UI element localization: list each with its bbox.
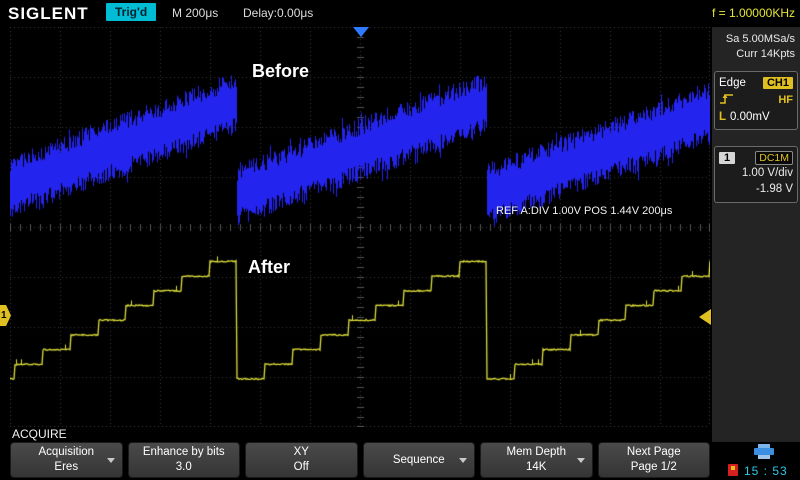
- trigger-coupling-label: HF: [778, 94, 793, 107]
- dropdown-arrow-icon: [459, 458, 467, 463]
- channel1-position-marker-icon: 1: [0, 305, 11, 326]
- dropdown-arrow-icon: [106, 458, 115, 463]
- printer-icon[interactable]: [754, 444, 774, 459]
- waveform-screen: Before After REF A:DIV 1.00V POS 1.44V 2…: [10, 27, 710, 427]
- channel-number-badge: 1: [719, 152, 736, 165]
- trigger-info-panel: Edge CH1 HF L 0.00mV: [714, 70, 798, 130]
- right-info-sidebar: Sa 5.00MSa/s Curr 14Kpts Edge CH1 HF L 0.…: [712, 27, 800, 442]
- channel-offset-readout: -1.98 V: [755, 182, 793, 195]
- channel-coupling-badge: DC1M: [755, 151, 793, 166]
- clock-readout: 15 : 53: [744, 464, 788, 478]
- reference-waveform-info: REF A:DIV 1.00V POS 1.44V 200μs: [496, 205, 673, 217]
- menu-button-acquisition[interactable]: Acquisition Eres: [10, 442, 123, 478]
- status-corner: 15 : 53: [712, 442, 800, 480]
- menu-button-enhance-bits[interactable]: Enhance by bits 3.0: [127, 442, 240, 478]
- usb-icon: [728, 464, 738, 476]
- channel-scale-readout: 1.00 V/div: [741, 166, 793, 179]
- trigger-level-marker-icon: [699, 309, 711, 325]
- after-label: After: [248, 257, 291, 277]
- softkey-menu: Acquisition Eres Enhance by bits 3.0 XY …: [10, 442, 710, 478]
- menu-button-xy[interactable]: XY Off: [245, 442, 358, 478]
- siglent-logo: SIGLENT: [8, 4, 89, 23]
- channel1-info-panel: 1 DC1M 1.00 V/div -1.98 V: [714, 145, 798, 203]
- rising-edge-icon: [719, 92, 735, 108]
- trigger-level-label: L: [719, 111, 727, 124]
- frequency-counter: f = 1.00000KHz: [711, 6, 795, 20]
- trigger-level-value: 0.00mV: [730, 111, 770, 124]
- before-label: Before: [252, 61, 310, 81]
- delay-readout: Delay:0.00μs: [243, 6, 314, 20]
- menu-title: ACQUIRE: [12, 427, 67, 441]
- trigger-source-badge: CH1: [762, 77, 793, 90]
- menu-button-sequence[interactable]: Sequence: [362, 442, 475, 478]
- dropdown-arrow-icon: [576, 458, 585, 463]
- waveform-display: [10, 27, 710, 427]
- trigger-type-label: Edge: [719, 77, 746, 90]
- memory-depth-readout: Curr 14Kpts: [736, 47, 795, 60]
- sample-rate-readout: Sa 5.00MSa/s: [725, 33, 795, 45]
- menu-button-next-page[interactable]: Next Page Page 1/2: [597, 442, 710, 478]
- top-status-bar: SIGLENT Trig'd M 200μs Delay:0.00μs f = …: [0, 0, 800, 27]
- trigger-status-badge: Trig'd: [106, 3, 157, 21]
- trigger-position-marker-icon: [353, 27, 369, 37]
- menu-button-mem-depth[interactable]: Mem Depth 14K: [480, 442, 593, 478]
- timebase-readout: M 200μs: [172, 6, 219, 20]
